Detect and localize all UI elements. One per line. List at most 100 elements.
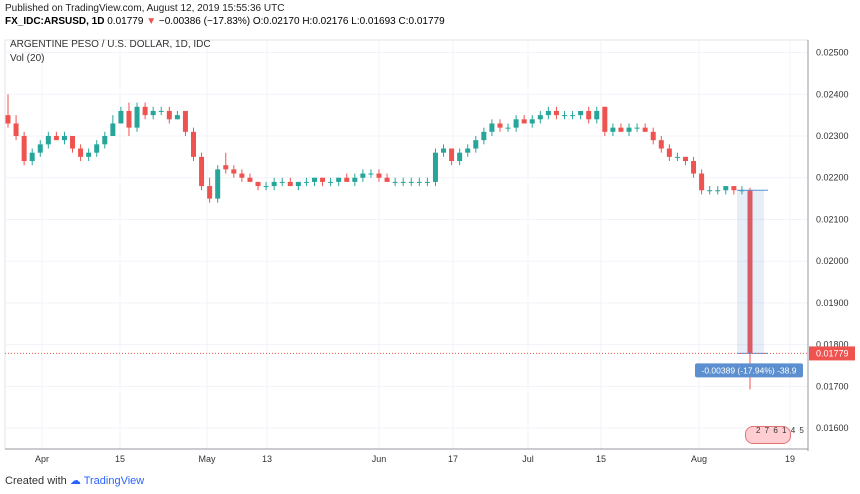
candle-body	[231, 169, 237, 174]
candle-body	[457, 152, 463, 162]
ohlc-values: O:0.02170 H:0.02176 L:0.01693 C:0.01779	[252, 16, 445, 27]
candle-body	[311, 177, 317, 182]
candle-body	[578, 110, 584, 116]
candle-body	[521, 119, 527, 124]
candle-body	[650, 131, 656, 141]
candle-body	[207, 186, 213, 199]
candle-body	[126, 110, 132, 128]
chart-area[interactable]: 0.01600 0.01700 0.01800 0.01900 0.02000 0.021…	[0, 34, 860, 466]
y-tick-label: 0.01900	[816, 298, 849, 308]
candle-body	[618, 127, 624, 132]
symbol-label: FX_IDC:ARSUSD, 1D	[5, 16, 105, 27]
candle-body	[29, 152, 35, 162]
y-tick-label: 0.02100	[816, 214, 849, 224]
candle-body	[642, 127, 648, 132]
x-tick-label: 17	[448, 454, 458, 464]
candle-body	[45, 135, 51, 145]
measure-box	[737, 190, 764, 354]
candle-body	[368, 173, 374, 175]
candlestick-chart: 0.01600 0.01700 0.01800 0.01900 0.02000 0.021…	[4, 39, 855, 464]
y-tick-label: 0.01700	[816, 381, 849, 391]
candle-body	[336, 177, 342, 182]
tradingview-logo-icon: ☁	[69, 475, 81, 487]
candle-body	[481, 131, 487, 141]
candle-body	[78, 148, 84, 157]
candle-body	[658, 140, 664, 149]
candle-body	[505, 127, 511, 129]
candle-body	[626, 127, 632, 132]
y-tick-label: 0.01600	[816, 423, 849, 433]
candle-body	[174, 115, 180, 120]
volume-label: Vol (20)	[10, 53, 45, 64]
candle-body	[376, 173, 382, 178]
candle-body	[5, 115, 11, 124]
y-tick-label: 0.02400	[816, 89, 849, 99]
candle-body	[247, 177, 253, 182]
candle-body	[634, 127, 640, 129]
candle-body	[344, 177, 350, 182]
candle-body	[239, 173, 245, 178]
events-badge-text: 2 7 6 1 4 5	[756, 426, 805, 435]
x-tick-label: Aug	[691, 454, 707, 464]
measure-label-bg	[695, 363, 803, 378]
candle-body	[271, 181, 277, 187]
candle-body	[150, 110, 156, 116]
candle-body	[287, 181, 293, 187]
candle-body	[53, 135, 59, 141]
candle-body	[513, 119, 519, 128]
candle-body	[61, 135, 67, 141]
candle-body	[199, 156, 205, 187]
candle-body	[295, 181, 301, 187]
candle-body	[94, 144, 100, 153]
footer: Created with ☁ TradingView	[5, 474, 144, 487]
candle-body	[529, 119, 535, 124]
price-tag	[809, 346, 855, 361]
candle-body	[86, 152, 92, 157]
candle-body	[723, 186, 729, 191]
candle-body	[37, 144, 43, 153]
y-tick-label: 0.01800	[816, 340, 849, 350]
y-tick-label: 0.02500	[816, 48, 849, 58]
candle-body	[691, 161, 697, 174]
candle-body	[110, 123, 116, 136]
candle-body	[465, 148, 471, 153]
measure-label: -0.00389 (-17.94%) -38.9	[702, 365, 797, 375]
candle-body	[553, 110, 559, 116]
candle-body	[715, 190, 721, 192]
change-arrow-icon: ▼	[146, 16, 157, 27]
candle-body	[610, 127, 616, 132]
candle-body	[102, 135, 108, 145]
candle-body	[279, 181, 285, 183]
x-tick-label: 13	[262, 454, 272, 464]
ohlc-legend: FX_IDC:ARSUSD, 1D 0.01779 ▼ −0.00386 (−1…	[5, 16, 445, 27]
change-value: −0.00386 (−17.83%)	[158, 16, 251, 27]
published-note: Published on TradingView.com, August 12,…	[5, 3, 285, 14]
candle-body	[416, 181, 422, 183]
candle-body	[360, 173, 366, 178]
candle-body	[561, 115, 568, 117]
footer-brand[interactable]: TradingView	[83, 475, 145, 487]
candle-body	[21, 135, 27, 162]
candle-body	[682, 156, 688, 162]
candle-body	[441, 148, 447, 153]
candle-body	[747, 190, 753, 354]
candle-body	[400, 181, 406, 183]
candle-body	[190, 131, 197, 157]
candle-body	[666, 148, 672, 157]
candle-body	[142, 106, 148, 116]
candle-body	[545, 110, 551, 116]
candle-body	[70, 135, 76, 149]
candle-body	[263, 186, 269, 188]
candle-body	[118, 110, 124, 124]
events-badge[interactable]	[745, 426, 791, 444]
candle-body	[449, 148, 455, 162]
footer-prefix: Created with	[5, 475, 67, 487]
y-tick-label: 0.02300	[816, 131, 849, 141]
candle-body	[432, 152, 438, 182]
candle-body	[674, 156, 680, 158]
candle-body	[223, 165, 229, 170]
candle-body	[352, 177, 358, 182]
candle-body	[731, 186, 737, 191]
candle-body	[303, 181, 309, 183]
x-tick-label: 15	[596, 454, 606, 464]
